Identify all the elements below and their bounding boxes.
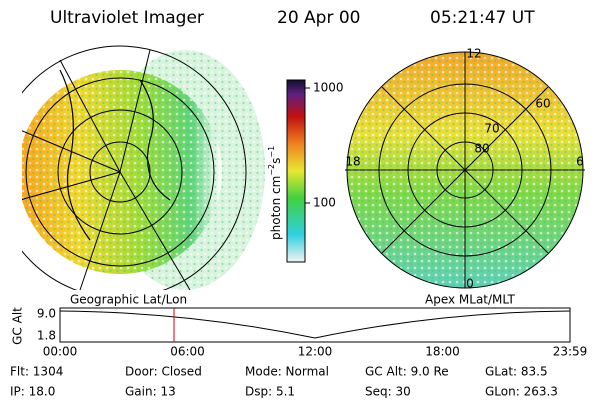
x-tick-label: 23:59 — [553, 345, 588, 359]
status-field: Mode: Normal — [245, 365, 329, 379]
colorbar-label: photon cm−2s−1 — [267, 146, 283, 240]
x-tick-label: 18:00 — [425, 345, 460, 359]
date: 20 Apr 00 — [277, 8, 360, 28]
colorbar-tick: 1000 — [313, 81, 344, 95]
polar-plot — [345, 51, 585, 289]
status-field: GLon: 263.3 — [485, 385, 558, 399]
y-tick-label: 9.0 — [37, 307, 56, 321]
status-field: Flt: 1304 — [10, 365, 63, 379]
timeline-title: Geographic Lat/Lon — [70, 293, 187, 307]
mlt-label: 0 — [466, 277, 474, 291]
x-tick-label: 00:00 — [43, 345, 78, 359]
altitude-curve — [59, 310, 571, 339]
colorbar-tick: 100 — [313, 196, 336, 210]
status-field: Dsp: 5.1 — [245, 385, 295, 399]
mlt-label: 6 — [576, 155, 584, 169]
status-field: GLat: 83.5 — [485, 365, 548, 379]
mlt-label: 12 — [466, 47, 481, 61]
y-tick-label: 1.8 — [37, 329, 56, 343]
x-tick-label: 06:00 — [170, 345, 205, 359]
geo-image — [22, 45, 265, 290]
mlat-label: 70 — [484, 122, 499, 136]
timeline-title: Apex MLat/MLT — [425, 293, 515, 307]
status-field: IP: 18.0 — [10, 385, 55, 399]
colorbar — [286, 79, 306, 263]
status-field: Door: Closed — [125, 365, 202, 379]
y-label: GC Alt — [11, 307, 25, 345]
mlat-label: 80 — [474, 142, 489, 156]
instrument: Ultraviolet Imager — [50, 8, 204, 28]
status-field: GC Alt: 9.0 Re — [365, 365, 449, 379]
time: 05:21:47 UT — [430, 8, 535, 28]
timeline-box — [59, 307, 571, 343]
status-field: Seq: 30 — [365, 385, 411, 399]
x-tick-label: 12:00 — [298, 345, 333, 359]
mlt-label: 18 — [345, 155, 360, 169]
status-field: Gain: 13 — [125, 385, 176, 399]
mlat-label: 60 — [535, 97, 550, 111]
